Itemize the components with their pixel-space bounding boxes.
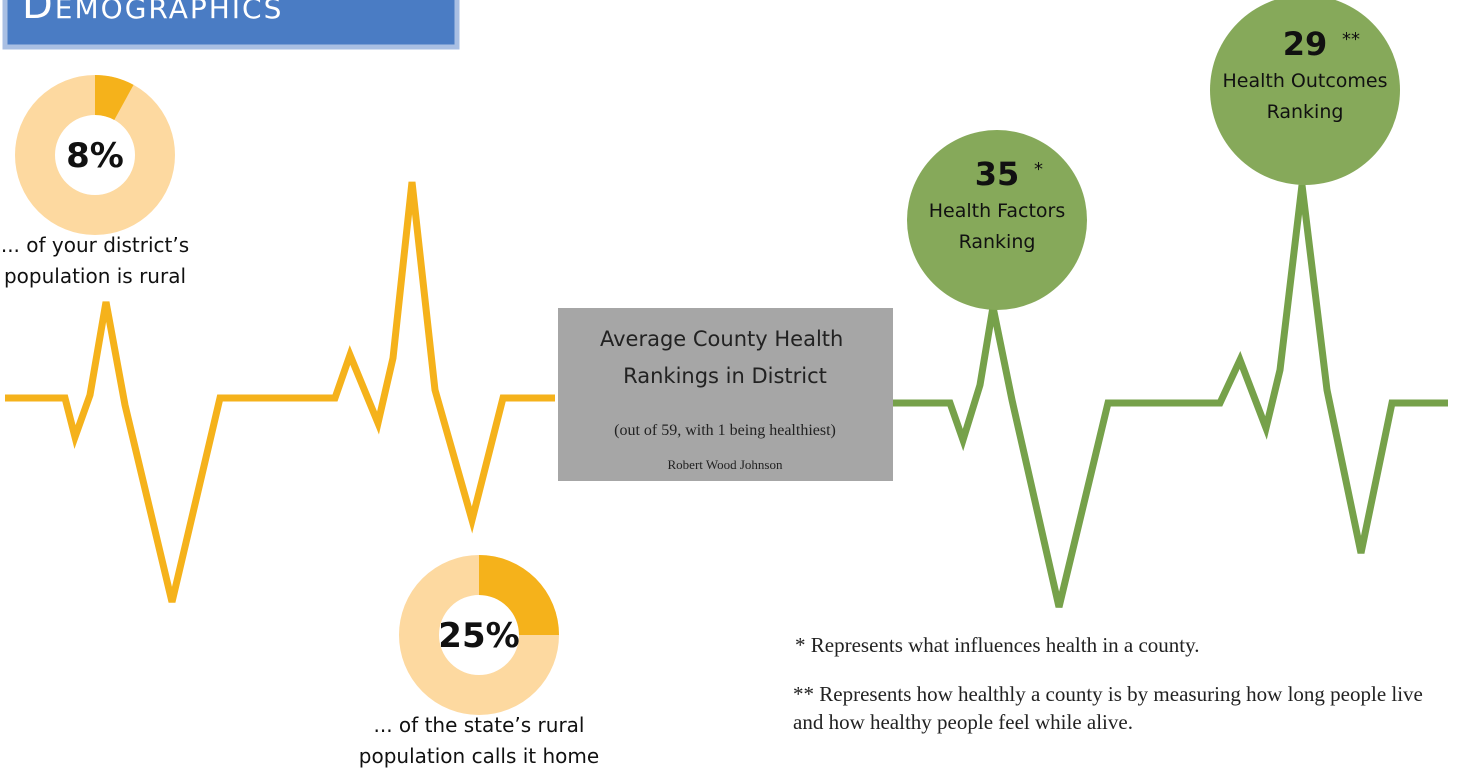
ranking-marker: * [1034, 159, 1043, 180]
ranking-label-line: Health Factors [929, 200, 1066, 222]
ranking-label-line: Ranking [1267, 101, 1344, 123]
donut-caption: ... of the state’s rural population calls… [359, 713, 599, 768]
rankings-source: Robert Wood Johnson [668, 457, 783, 472]
rankings-title-line: Average County Health [600, 327, 843, 351]
ranking-marker: ** [1342, 29, 1360, 50]
ranking-value: 35 [975, 155, 1020, 193]
dynamic-layer: 8% ... of your district’s population is ru… [1, 0, 1400, 768]
title: Demographics [22, 0, 283, 28]
rankings-title: Average County Health Rankings in Distri… [600, 327, 850, 388]
note: * Represents what influences health in a… [795, 633, 1200, 657]
ranking-label-line: Ranking [959, 231, 1036, 253]
caption-line: ... of the state’s rural [374, 713, 585, 737]
caption-line: ... of your district’s [1, 233, 189, 257]
donut-segment [95, 75, 134, 120]
ranking-label: Health Factors Ranking [929, 200, 1066, 253]
ranking-circle [907, 130, 1087, 310]
note-wrapper: ** Represents how healthly a county is b… [793, 682, 1423, 734]
rankings-subtitle: (out of 59, with 1 being healthiest) [614, 422, 836, 439]
pulse-line-yellow [5, 181, 555, 603]
donut-segment [479, 555, 559, 635]
ranking-label-line: Health Outcomes [1222, 70, 1387, 92]
note: ** Represents how healthly a county is b… [793, 682, 1423, 734]
rankings-box [558, 308, 893, 481]
donut-caption: ... of your district’s population is rura… [1, 233, 189, 288]
caption-line: population is rural [4, 264, 186, 288]
rankings-title-line: Rankings in District [623, 364, 827, 388]
caption-line: population calls it home [359, 744, 599, 768]
pulse-line-green [893, 184, 1448, 608]
donut-value: 25% [438, 616, 519, 656]
ranking-circle [1210, 0, 1400, 185]
ranking-label: Health Outcomes Ranking [1222, 70, 1387, 123]
donut-value: 8% [66, 136, 124, 176]
ranking-value: 29 [1283, 25, 1328, 63]
title-box [2, 0, 460, 50]
